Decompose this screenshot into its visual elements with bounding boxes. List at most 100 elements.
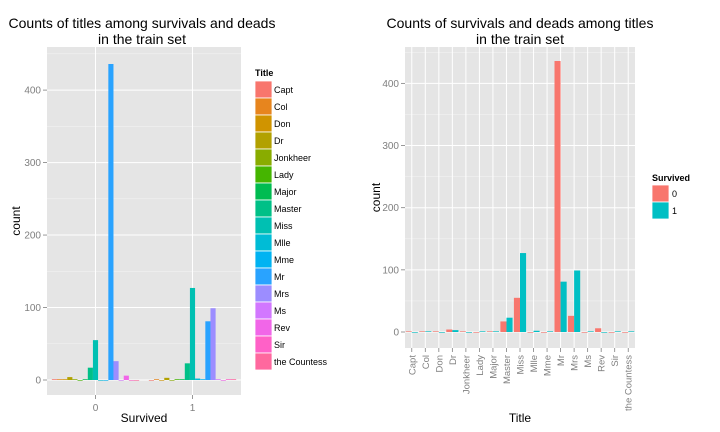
bar-mr-survived-0 — [554, 61, 561, 332]
legend-key — [254, 114, 273, 133]
chart-1: 0 100 200 300 400 0 1 Counts of titles among su… — [9, 15, 328, 425]
legend-key — [254, 284, 273, 303]
legend-key — [254, 301, 273, 320]
x-tick-label: Mme — [543, 355, 554, 376]
bar-sir-1 — [225, 379, 232, 380]
chart-title: Counts of titles among survivals and dea… — [9, 15, 276, 31]
chart-title: Counts of survivals and deads among titl… — [387, 15, 654, 31]
x-tick-label: Jonkheer — [461, 355, 472, 394]
x-tick-label: Col — [421, 355, 432, 369]
bar-mrs-0 — [113, 361, 119, 380]
y-tick-label: 200 — [24, 231, 41, 242]
legend-label: Mr — [274, 272, 285, 282]
x-tick-label: Ms — [583, 355, 594, 368]
bar-sir-survived-0 — [608, 332, 615, 333]
bar-the-countess-1 — [231, 379, 237, 380]
legend-key — [254, 182, 273, 201]
y-tick-label: 400 — [24, 86, 41, 97]
legend-label: Don — [274, 119, 291, 129]
y-axis-label: count — [369, 182, 383, 212]
legend-label: Rev — [274, 323, 291, 333]
y-tick-label: 0 — [393, 328, 399, 339]
legend-label: Mrs — [274, 289, 289, 299]
bar-mme-1 — [200, 379, 206, 380]
x-tick-label: 0 — [93, 403, 99, 414]
bar-miss-1 — [189, 287, 196, 380]
legend-label: Master — [274, 204, 302, 214]
bar-miss-survived-1 — [520, 253, 527, 332]
bar-master-survived-0 — [500, 321, 507, 332]
bar-lady-1 — [174, 379, 180, 380]
bar-capt-0 — [51, 379, 57, 380]
bar-sir-survived-1 — [614, 331, 621, 332]
legend-label: Dr — [274, 136, 284, 146]
bar-jonkheer-survived-0 — [459, 331, 466, 332]
y-tick-label: 0 — [35, 376, 41, 387]
bar-major-0 — [82, 379, 88, 380]
bar-jonkheer-survived-1 — [465, 332, 472, 333]
y-tick-label: 300 — [382, 141, 399, 152]
legend-key — [254, 318, 273, 337]
bar-master-0 — [87, 367, 93, 380]
bar-jonkheer-0 — [72, 379, 78, 380]
x-tick-label: Master — [502, 355, 513, 384]
bar-don-0 — [62, 379, 68, 380]
bar-major-survived-0 — [486, 331, 493, 332]
legend-key — [254, 97, 273, 116]
bar-capt-survived-1 — [411, 332, 418, 333]
bar-dr-survived-0 — [446, 329, 453, 332]
y-tick-label: 300 — [24, 158, 41, 169]
chart-2: 0 100 200 300 400 Capt Col Don Dr Jonkheer Lady Maj… — [369, 15, 690, 425]
legend-label: Capt — [274, 85, 294, 95]
legend-label: the Countess — [274, 357, 328, 367]
bar-mrs-1 — [210, 308, 216, 380]
bar-lady-survived-0 — [473, 332, 480, 333]
chart-title: in the train set — [476, 31, 564, 47]
legend-label: Col — [274, 102, 288, 112]
legend-label: Jonkheer — [274, 153, 311, 163]
x-tick-label: 1 — [190, 403, 196, 414]
bar-capt-1 — [148, 380, 154, 381]
y-axis-label: count — [9, 206, 23, 236]
x-tick-label: Mlle — [529, 355, 540, 372]
legend-label: Mme — [274, 255, 294, 265]
bar-mrs-survived-1 — [574, 270, 581, 332]
legend-key — [254, 352, 273, 371]
x-tick-label: Miss — [516, 355, 527, 375]
bar-capt-survived-0 — [405, 331, 412, 332]
bar-jonkheer-1 — [169, 380, 175, 381]
bar-master-1 — [184, 363, 190, 380]
x-tick-label: Major — [488, 355, 499, 379]
bar-master-survived-1 — [506, 317, 513, 332]
x-tick-label: Don — [434, 355, 445, 372]
bar-col-0 — [56, 379, 63, 380]
bar-don-survived-0 — [432, 331, 439, 332]
bar-mlle-survived-0 — [527, 332, 534, 333]
x-tick-label: Mr — [556, 355, 567, 366]
legend: Survived 0 1 — [651, 173, 690, 220]
legend-key — [254, 199, 273, 218]
x-tick-label: Lady — [475, 355, 486, 376]
legend-key — [254, 233, 273, 252]
bar-don-1 — [159, 380, 165, 381]
bar-mme-0 — [103, 380, 109, 381]
x-tick-label: Dr — [448, 355, 459, 365]
bar-col-survived-1 — [425, 331, 432, 332]
bar-the-countess-survived-1 — [628, 331, 635, 332]
bar-mme-survived-0 — [540, 332, 548, 333]
legend-title: Title — [255, 68, 273, 78]
bar-rev-0 — [123, 375, 129, 380]
bar-mr-survived-1 — [560, 281, 567, 332]
bar-lady-0 — [77, 380, 83, 381]
y-tick-label: 100 — [24, 303, 41, 314]
x-tick-label: Mrs — [570, 355, 581, 371]
bar-don-survived-1 — [438, 332, 445, 333]
bar-rev-survived-1 — [601, 332, 608, 333]
bar-major-survived-1 — [492, 331, 500, 332]
y-tick-label: 100 — [382, 265, 399, 276]
x-tick-label: Sir — [610, 355, 621, 367]
bar-mme-survived-1 — [547, 331, 554, 332]
bar-ms-survived-1 — [587, 331, 594, 332]
x-axis-label: Title — [509, 411, 532, 425]
